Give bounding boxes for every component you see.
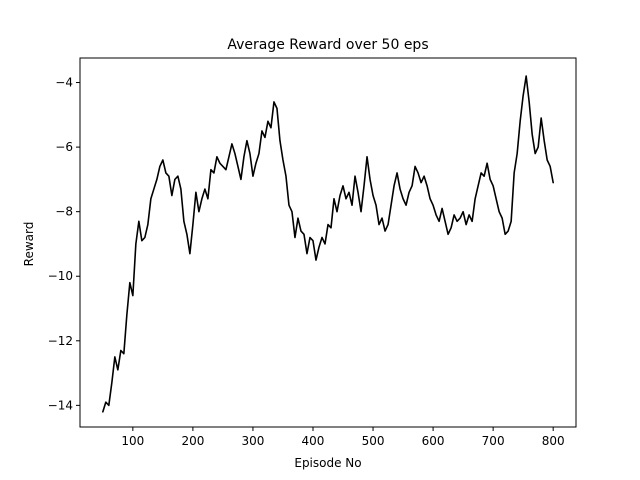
axes: 100 200 300 400 500 600 700 800 −14 −12 −10 −8 −6 −4 — [48, 57, 577, 448]
x-tick-label-600: 600 — [422, 434, 445, 448]
x-tick-label-200: 200 — [181, 434, 204, 448]
y-tick-label--8: −8 — [55, 205, 73, 219]
y-tick-label--6: −6 — [55, 140, 73, 154]
y-tick-label--10: −10 — [48, 269, 73, 283]
x-tick-label-300: 300 — [241, 434, 264, 448]
y-tick-label--14: −14 — [48, 398, 73, 412]
x-tick-label-400: 400 — [302, 434, 325, 448]
y-axis-label: Reward — [22, 222, 36, 267]
x-axis-label: Episode No — [294, 456, 361, 470]
series-line-0 — [102, 75, 554, 413]
x-tick-label-800: 800 — [542, 434, 565, 448]
plot-frame — [79, 57, 577, 428]
plot-area — [102, 75, 554, 413]
y-tick-label--4: −4 — [55, 76, 73, 90]
x-tick-label-500: 500 — [362, 434, 385, 448]
x-tick-label-700: 700 — [482, 434, 505, 448]
x-tick-label-100: 100 — [121, 434, 144, 448]
chart-title: Average Reward over 50 eps — [227, 37, 428, 53]
y-tick-label--12: −12 — [48, 334, 73, 348]
